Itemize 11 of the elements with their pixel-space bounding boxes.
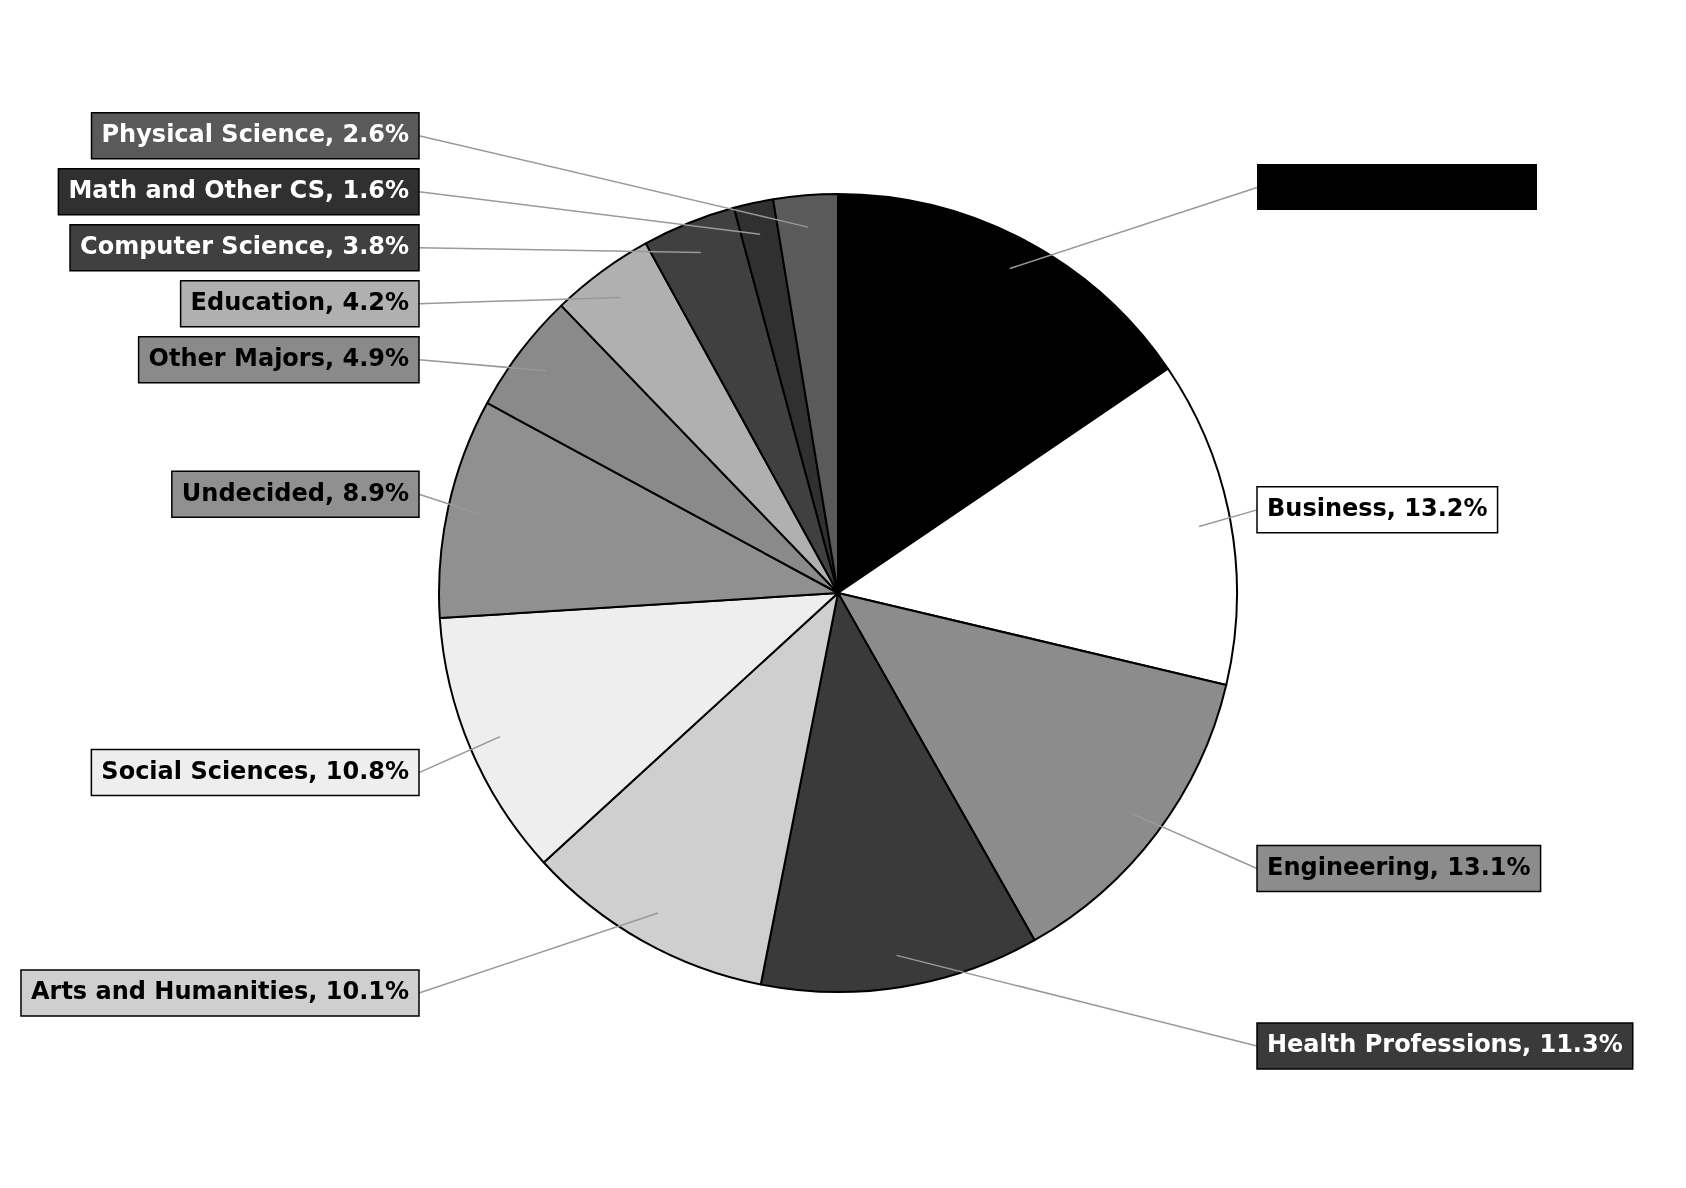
slice-label: Engineering, 13.1% <box>1267 852 1531 881</box>
slice-label: Computer Science, 3.8% <box>80 231 410 260</box>
slice-label: Arts and Humanities, 10.1% <box>30 977 410 1006</box>
slice-label: Health Professions, 11.3% <box>1267 1030 1623 1059</box>
slice-label: Business, 13.2% <box>1267 494 1488 523</box>
slice-label: Education, 4.2% <box>190 287 409 316</box>
slice-label: Other Majors, 4.9% <box>148 343 410 372</box>
slice-label: Undecided, 8.9% <box>181 478 409 507</box>
slice-label: Social Sciences, 10.8% <box>101 756 410 785</box>
slice-label: Physical Science, 2.6% <box>101 119 410 148</box>
slice-label: Math and Other CS, 1.6% <box>68 175 410 204</box>
